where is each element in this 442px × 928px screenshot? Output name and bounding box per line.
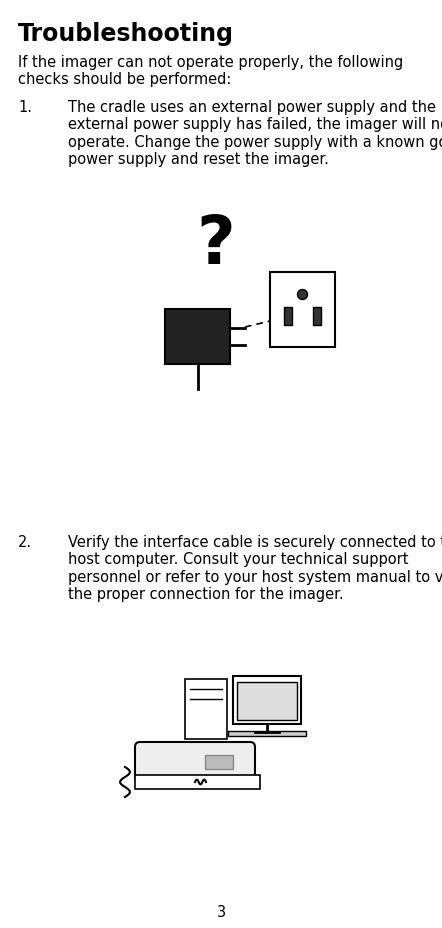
Bar	[205, 755, 233, 769]
Circle shape	[297, 290, 308, 300]
Bar	[313, 307, 321, 325]
Bar	[237, 682, 297, 720]
Text: If the imager can not operate properly, the following checks should be performed: If the imager can not operate properly, …	[18, 55, 403, 87]
Text: ?: ?	[197, 212, 236, 277]
Text: 1.: 1.	[18, 100, 32, 115]
Text: Troubleshooting: Troubleshooting	[18, 22, 234, 46]
Text: The cradle uses an external power supply and the
external power supply has faile: The cradle uses an external power supply…	[68, 100, 442, 167]
Text: 3: 3	[217, 904, 225, 919]
Bar	[284, 307, 292, 325]
Bar	[185, 679, 227, 740]
Bar	[228, 731, 306, 736]
Text: Verify the interface cable is securely connected to the
host computer. Consult y: Verify the interface cable is securely c…	[68, 535, 442, 601]
Bar	[135, 775, 260, 789]
Bar	[165, 310, 230, 365]
FancyBboxPatch shape	[135, 742, 255, 782]
Text: 2.: 2.	[18, 535, 32, 549]
Bar	[270, 272, 335, 347]
Bar	[233, 677, 301, 724]
